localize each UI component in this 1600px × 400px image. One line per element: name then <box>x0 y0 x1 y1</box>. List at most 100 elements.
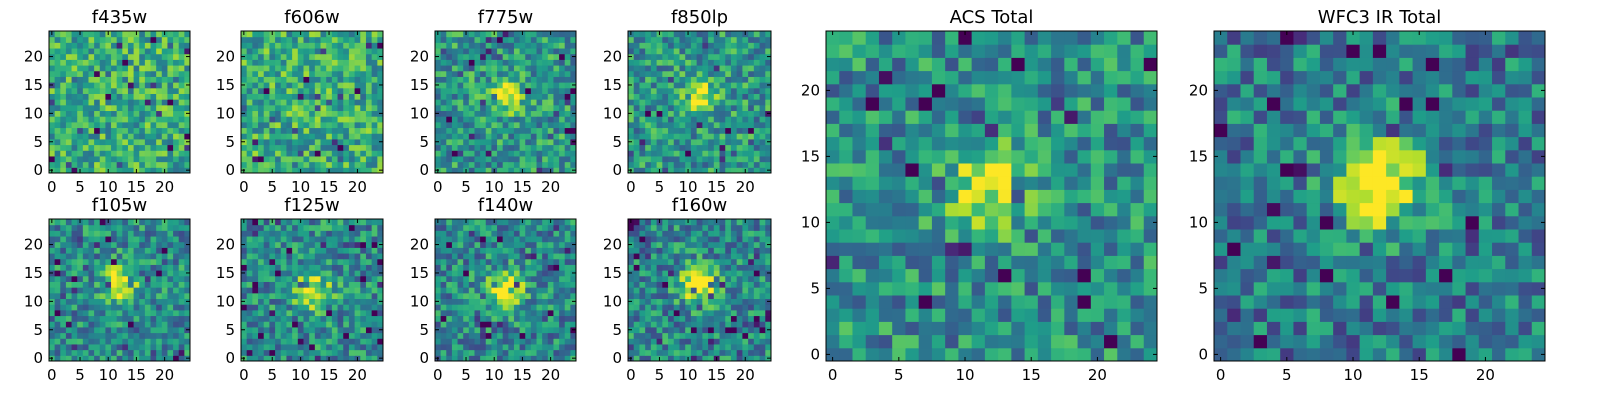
heatmap-cell <box>525 253 532 260</box>
heatmap-cell <box>331 116 339 123</box>
heatmap-cell <box>564 321 571 328</box>
heatmap-cell <box>696 65 703 72</box>
heatmap-cell <box>759 127 766 134</box>
heatmap-cell <box>765 275 772 282</box>
heatmap-cell <box>525 48 532 55</box>
heatmap-cell <box>263 161 270 168</box>
heatmap-cell <box>564 87 571 94</box>
heatmap-cell <box>553 332 560 339</box>
heatmap-cell <box>440 230 447 237</box>
heatmap-cell <box>65 338 73 345</box>
heatmap-cell <box>753 99 761 106</box>
heatmap-cell <box>440 241 447 248</box>
heatmap-cell <box>371 309 378 317</box>
heatmap-cell <box>690 116 698 123</box>
heatmap-cell <box>65 161 73 168</box>
heatmap-cell <box>105 104 112 112</box>
heatmap-cell <box>679 150 686 157</box>
heatmap-cell <box>139 116 146 123</box>
heatmap-cell <box>280 121 287 129</box>
heatmap-cell <box>679 144 686 151</box>
heatmap-cell <box>94 70 101 77</box>
heatmap-cell <box>354 76 361 83</box>
heatmap-cell <box>742 76 749 83</box>
heatmap-cell <box>685 87 692 94</box>
heatmap-cell <box>497 161 504 168</box>
heatmap-cell <box>662 349 669 356</box>
heatmap-cell <box>54 264 61 271</box>
heatmap-cell <box>71 161 78 168</box>
heatmap-cell <box>748 133 755 140</box>
heatmap-cell <box>286 275 293 282</box>
heatmap-cell <box>348 70 356 77</box>
heatmap-cell <box>150 138 157 146</box>
heatmap-cell <box>435 292 442 300</box>
x-tick-label: 5 <box>655 178 665 196</box>
heatmap-cell <box>297 76 304 83</box>
heatmap-cell <box>547 104 554 112</box>
heatmap-cell <box>753 161 761 168</box>
heatmap-cell <box>71 292 78 300</box>
heatmap-cell <box>536 338 543 345</box>
heatmap-cell <box>547 65 554 72</box>
heatmap-cell <box>559 321 566 328</box>
heatmap-cell <box>150 292 157 300</box>
heatmap-cell <box>60 270 67 277</box>
heatmap-cell <box>139 82 146 89</box>
heatmap-cell <box>633 355 640 362</box>
heatmap-cell <box>343 121 350 129</box>
heatmap-cell <box>292 258 299 265</box>
heatmap-cell <box>252 48 259 55</box>
heatmap-cell <box>348 304 356 311</box>
heatmap-cell <box>371 247 378 254</box>
heatmap-cell <box>286 76 293 83</box>
heatmap-cell <box>65 258 73 265</box>
heatmap-cell <box>559 127 566 134</box>
heatmap-cell <box>564 304 571 311</box>
heatmap-cell <box>564 298 571 305</box>
heatmap-cell <box>497 343 504 351</box>
heatmap-cell <box>457 133 464 140</box>
heatmap-cell <box>679 355 686 362</box>
heatmap-cell <box>326 270 333 277</box>
heatmap-cell <box>702 127 709 134</box>
heatmap-cell <box>320 121 327 129</box>
heatmap-cell <box>497 275 504 282</box>
heatmap-cell <box>116 36 123 43</box>
heatmap-cell <box>111 36 118 43</box>
heatmap-cell <box>320 76 327 83</box>
heatmap-cell <box>178 82 185 89</box>
heatmap-cell <box>275 241 282 248</box>
heatmap-cell <box>742 104 749 112</box>
heatmap-cell <box>365 121 373 129</box>
heatmap-cell <box>258 110 265 117</box>
heatmap-cell <box>365 99 373 106</box>
heatmap-cell <box>679 70 686 77</box>
heatmap-cell <box>525 167 532 174</box>
heatmap-cell <box>628 42 635 49</box>
heatmap-cell <box>258 133 265 140</box>
heatmap-cell <box>435 59 442 66</box>
heatmap-cell <box>662 48 669 55</box>
heatmap-cell <box>536 315 543 322</box>
heatmap-cell <box>696 338 703 345</box>
heatmap-cell <box>435 321 442 328</box>
heatmap-cell <box>71 155 78 163</box>
heatmap-cell <box>111 93 118 100</box>
heatmap-cell <box>525 304 532 311</box>
heatmap-cell <box>759 93 766 100</box>
heatmap-cell <box>371 326 378 334</box>
heatmap-cell <box>696 99 703 106</box>
heatmap-cell <box>736 31 743 38</box>
heatmap-cell <box>280 93 287 100</box>
heatmap-cell <box>742 127 749 134</box>
heatmap-cell <box>122 343 129 351</box>
heatmap-cell <box>628 315 635 322</box>
heatmap-cell <box>371 138 378 146</box>
heatmap-cell <box>65 309 73 317</box>
heatmap-cell <box>377 42 384 49</box>
y-tick-label: 5 <box>612 133 622 151</box>
heatmap-cell <box>702 36 709 43</box>
heatmap-cell <box>702 144 709 151</box>
heatmap-cell <box>167 104 174 112</box>
